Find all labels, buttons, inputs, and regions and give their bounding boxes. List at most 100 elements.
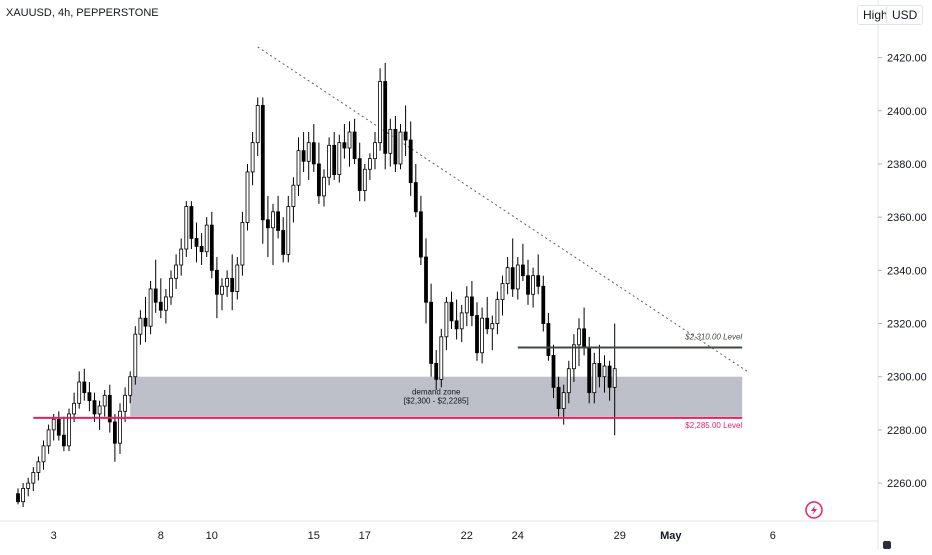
candle-body <box>490 323 495 330</box>
candle-body <box>225 277 230 287</box>
candle-body <box>92 400 97 415</box>
candle-body <box>566 368 571 394</box>
candle-body <box>199 245 204 253</box>
candle-body <box>133 333 138 378</box>
x-tick-label: 17 <box>359 530 371 542</box>
candle-body <box>113 421 117 444</box>
candle-body <box>342 142 347 149</box>
candle-body <box>582 328 586 348</box>
candle-body <box>587 347 592 394</box>
candle-body <box>31 472 36 484</box>
logo-icon <box>883 541 891 549</box>
candle-body <box>291 184 296 207</box>
candle-body <box>408 139 413 183</box>
candle-body <box>260 105 265 221</box>
candle-body <box>556 386 561 410</box>
axes-layer <box>0 0 879 550</box>
demand-zone-range-label: [$2,300 - $2,2285] <box>404 397 469 406</box>
alert-icon[interactable] <box>805 501 823 519</box>
candle-body <box>347 131 352 149</box>
candle-body <box>388 128 393 154</box>
candle-body <box>311 142 316 165</box>
candle-body <box>169 277 173 298</box>
candle-body <box>245 171 250 223</box>
y-tick-label: 2340.00 <box>887 265 927 277</box>
x-tick-label: 24 <box>512 530 524 542</box>
candle-body <box>505 267 510 285</box>
candle-body <box>510 267 515 290</box>
candle-body <box>41 445 46 463</box>
candle-body <box>572 344 576 370</box>
candle-body <box>551 355 556 388</box>
candle-body <box>561 392 566 410</box>
candle-body <box>322 176 326 197</box>
candle-body <box>21 488 26 503</box>
candle-body <box>612 368 617 388</box>
level-label: $2,310.00 Level <box>684 332 742 341</box>
candle-body <box>235 264 240 293</box>
y-tick-label: 2320.00 <box>887 319 927 331</box>
y-tick-label: 2300.00 <box>887 372 927 384</box>
candle-body <box>118 410 122 444</box>
candle-body <box>367 158 372 170</box>
x-tick-label: May <box>660 530 682 542</box>
candle-body <box>148 288 153 327</box>
candle-body <box>357 158 362 191</box>
candle-body <box>480 317 485 354</box>
candle-body <box>281 230 286 255</box>
candle-body <box>398 131 403 165</box>
x-tick-label: 22 <box>461 530 473 542</box>
high-button[interactable]: High <box>857 5 894 25</box>
candle-body <box>158 301 163 311</box>
level-label: $2,285.00 Level <box>685 421 742 430</box>
candle-body <box>230 277 235 293</box>
candle-body <box>265 219 270 229</box>
x-tick-label: 29 <box>614 530 626 542</box>
candle-body <box>67 413 71 447</box>
candle-body <box>449 301 454 322</box>
candle-body <box>454 320 459 330</box>
candle-body <box>220 285 224 295</box>
y-tick-label: 2380.00 <box>887 159 927 171</box>
candle-body <box>189 206 194 239</box>
x-tick-label: 15 <box>308 530 320 542</box>
symbol-title: XAUUSD, 4h, PEPPERSTONE <box>6 7 159 19</box>
candles-layer <box>16 62 617 508</box>
x-tick-label: 6 <box>770 530 776 542</box>
x-tick-label: 8 <box>158 530 164 542</box>
candle-body <box>541 285 546 324</box>
candle-body <box>56 418 61 436</box>
candle-body <box>16 493 20 503</box>
levels-layer: $2,310.00 Level $2,285.00 Level <box>33 332 742 430</box>
candle-body <box>373 142 377 160</box>
candle-body <box>163 296 168 311</box>
candle-body <box>383 81 388 154</box>
candle-body <box>485 317 490 330</box>
candle-body <box>337 142 342 175</box>
candle-body <box>36 461 41 473</box>
currency-button[interactable]: USD <box>886 5 924 25</box>
candle-body <box>271 211 275 229</box>
candle-body <box>327 144 332 178</box>
candle-body <box>51 418 56 431</box>
candle-body <box>174 264 179 279</box>
candle-body <box>301 150 306 162</box>
candle-body <box>592 363 597 394</box>
candle-body <box>286 206 291 255</box>
candle-body <box>352 131 357 160</box>
candle-body <box>393 128 398 165</box>
candle-body <box>209 224 214 271</box>
candle-body <box>475 315 479 354</box>
candle-body <box>607 365 612 388</box>
candle-body <box>138 317 143 335</box>
candle-body <box>153 288 158 303</box>
candle-body <box>429 301 434 364</box>
candle-body <box>77 381 82 404</box>
candle-body <box>536 275 541 287</box>
candle-body <box>378 81 383 144</box>
candle-body <box>46 429 51 447</box>
candle-body <box>521 264 525 277</box>
candle-body <box>602 365 607 378</box>
